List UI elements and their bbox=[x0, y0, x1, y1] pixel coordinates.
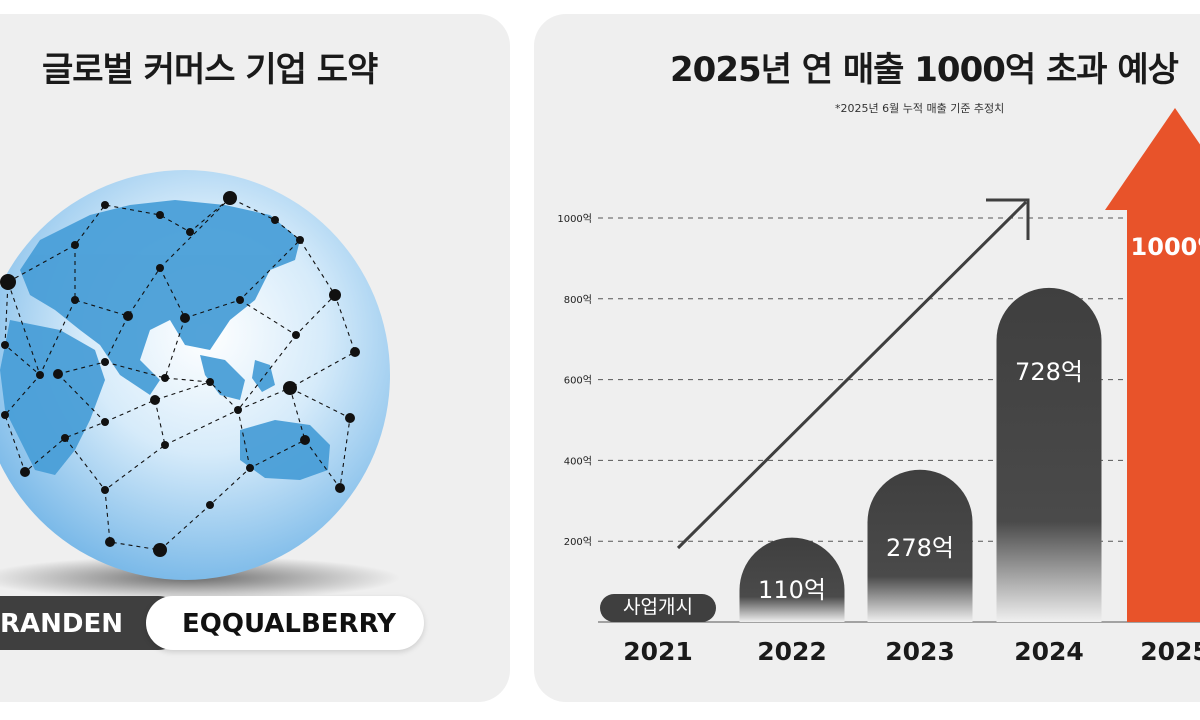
y-tick-label: 1000억 bbox=[557, 213, 592, 225]
y-tick-label: 600억 bbox=[564, 375, 592, 387]
data-label: 728억 bbox=[1015, 358, 1083, 386]
bar-2025-arrowhead bbox=[1105, 108, 1200, 210]
data-label: 110억 bbox=[758, 576, 826, 604]
data-label: 278억 bbox=[886, 534, 954, 562]
continent-islands bbox=[252, 360, 275, 392]
continent-africa bbox=[0, 320, 105, 475]
x-tick-label: 2024 bbox=[1014, 637, 1084, 666]
data-label: 사업개시 bbox=[623, 596, 693, 618]
x-tick-label: 2023 bbox=[885, 637, 955, 666]
network-nodes bbox=[0, 191, 360, 557]
x-tick-label: 2021 bbox=[623, 637, 693, 666]
globe-illustration bbox=[0, 170, 400, 600]
chart-title: 2025년 연 매출 1000억 초과 예상 bbox=[670, 50, 1179, 90]
left-panel-title: 글로벌 커머스 기업 도약 bbox=[42, 50, 378, 90]
continents bbox=[0, 200, 330, 480]
trend-arrow-head bbox=[986, 198, 1030, 240]
bar-2022 bbox=[739, 537, 845, 622]
data-label: 1000억 bbox=[1131, 233, 1200, 261]
continent-europe-asia bbox=[20, 200, 300, 395]
brand-light-bar bbox=[146, 596, 424, 650]
continent-southeast-asia bbox=[200, 355, 245, 400]
bar-2023 bbox=[867, 469, 973, 622]
chart-note: *2025년 6월 누적 매출 기준 추정치 bbox=[835, 102, 1005, 115]
trend-arrow-line bbox=[676, 200, 1028, 550]
brand-eqqualberry-label: EQQUALBERRY bbox=[182, 609, 396, 639]
x-tick-label: 2022 bbox=[757, 637, 827, 666]
bar-2021 bbox=[600, 594, 716, 622]
brand-randen-label: RANDEN bbox=[0, 609, 124, 639]
y-tick-label: 400억 bbox=[564, 455, 592, 467]
bar-2024 bbox=[996, 287, 1102, 622]
y-tick-label: 800억 bbox=[564, 294, 592, 306]
bar-2025 bbox=[1127, 208, 1200, 622]
x-tick-label: 2025 bbox=[1140, 637, 1200, 666]
y-tick-label: 200억 bbox=[564, 536, 592, 548]
